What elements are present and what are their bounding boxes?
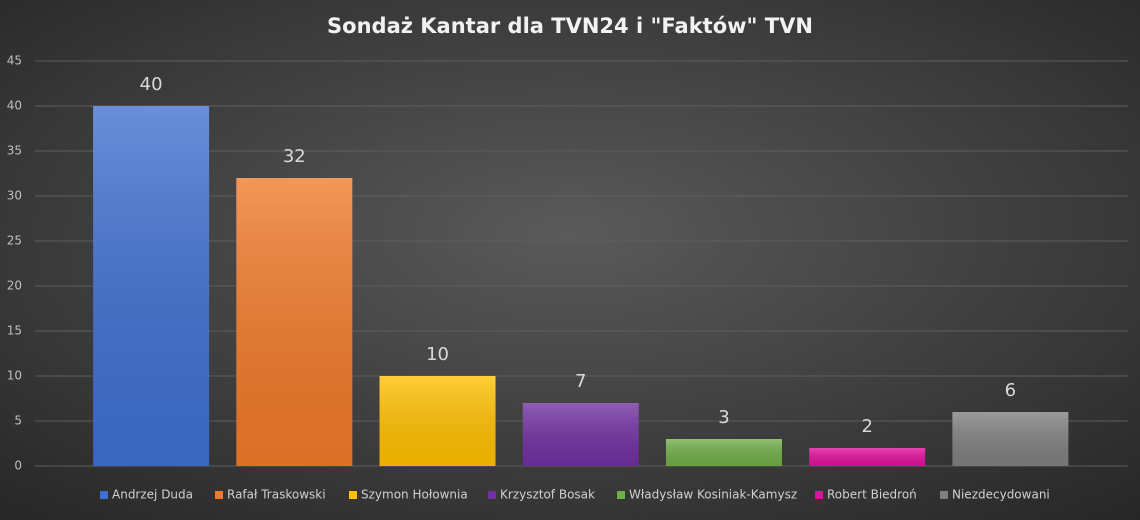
chart-title: Sondaż Kantar dla TVN24 i "Faktów" TVN: [327, 14, 813, 38]
y-tick-label: 30: [7, 189, 22, 203]
legend-label: Niezdecydowani: [952, 488, 1050, 502]
legend-swatch: [488, 491, 496, 499]
y-tick-label: 25: [7, 234, 22, 248]
bar-shine: [665, 439, 782, 466]
legend-swatch: [940, 491, 948, 499]
bar-shine: [379, 376, 496, 466]
legend-label: Rafał Traskowski: [227, 488, 326, 502]
value-label: 7: [575, 371, 586, 392]
value-label: 10: [426, 344, 449, 365]
y-tick-label: 5: [14, 414, 22, 428]
y-tick-label: 15: [7, 324, 22, 338]
value-label: 6: [1005, 380, 1016, 401]
legend-swatch: [349, 491, 357, 499]
legend-swatch: [100, 491, 108, 499]
legend-label: Andrzej Duda: [112, 488, 193, 502]
value-label: 40: [140, 74, 163, 95]
legend-label: Robert Biedroń: [827, 488, 917, 502]
legend-swatch: [215, 491, 223, 499]
value-label: 32: [283, 146, 306, 167]
legend-swatch: [815, 491, 823, 499]
y-tick-label: 20: [7, 279, 22, 293]
value-label: 2: [861, 416, 872, 437]
y-tick-label: 10: [7, 369, 22, 383]
y-tick-label: 0: [14, 459, 22, 473]
legend-label: Władysław Kosiniak-Kamysz: [629, 488, 797, 502]
legend-swatch: [617, 491, 625, 499]
value-label: 3: [718, 407, 729, 428]
bar-shine: [522, 403, 639, 466]
legend-label: Krzysztof Bosak: [500, 488, 595, 502]
bar-shine: [952, 412, 1069, 466]
bar-shine: [93, 106, 210, 466]
legend-label: Szymon Hołownia: [361, 488, 468, 502]
bar-shine: [809, 448, 926, 466]
bar-shine: [236, 178, 353, 466]
y-tick-label: 35: [7, 144, 22, 158]
y-tick-label: 45: [7, 54, 22, 68]
y-tick-label: 40: [7, 99, 22, 113]
